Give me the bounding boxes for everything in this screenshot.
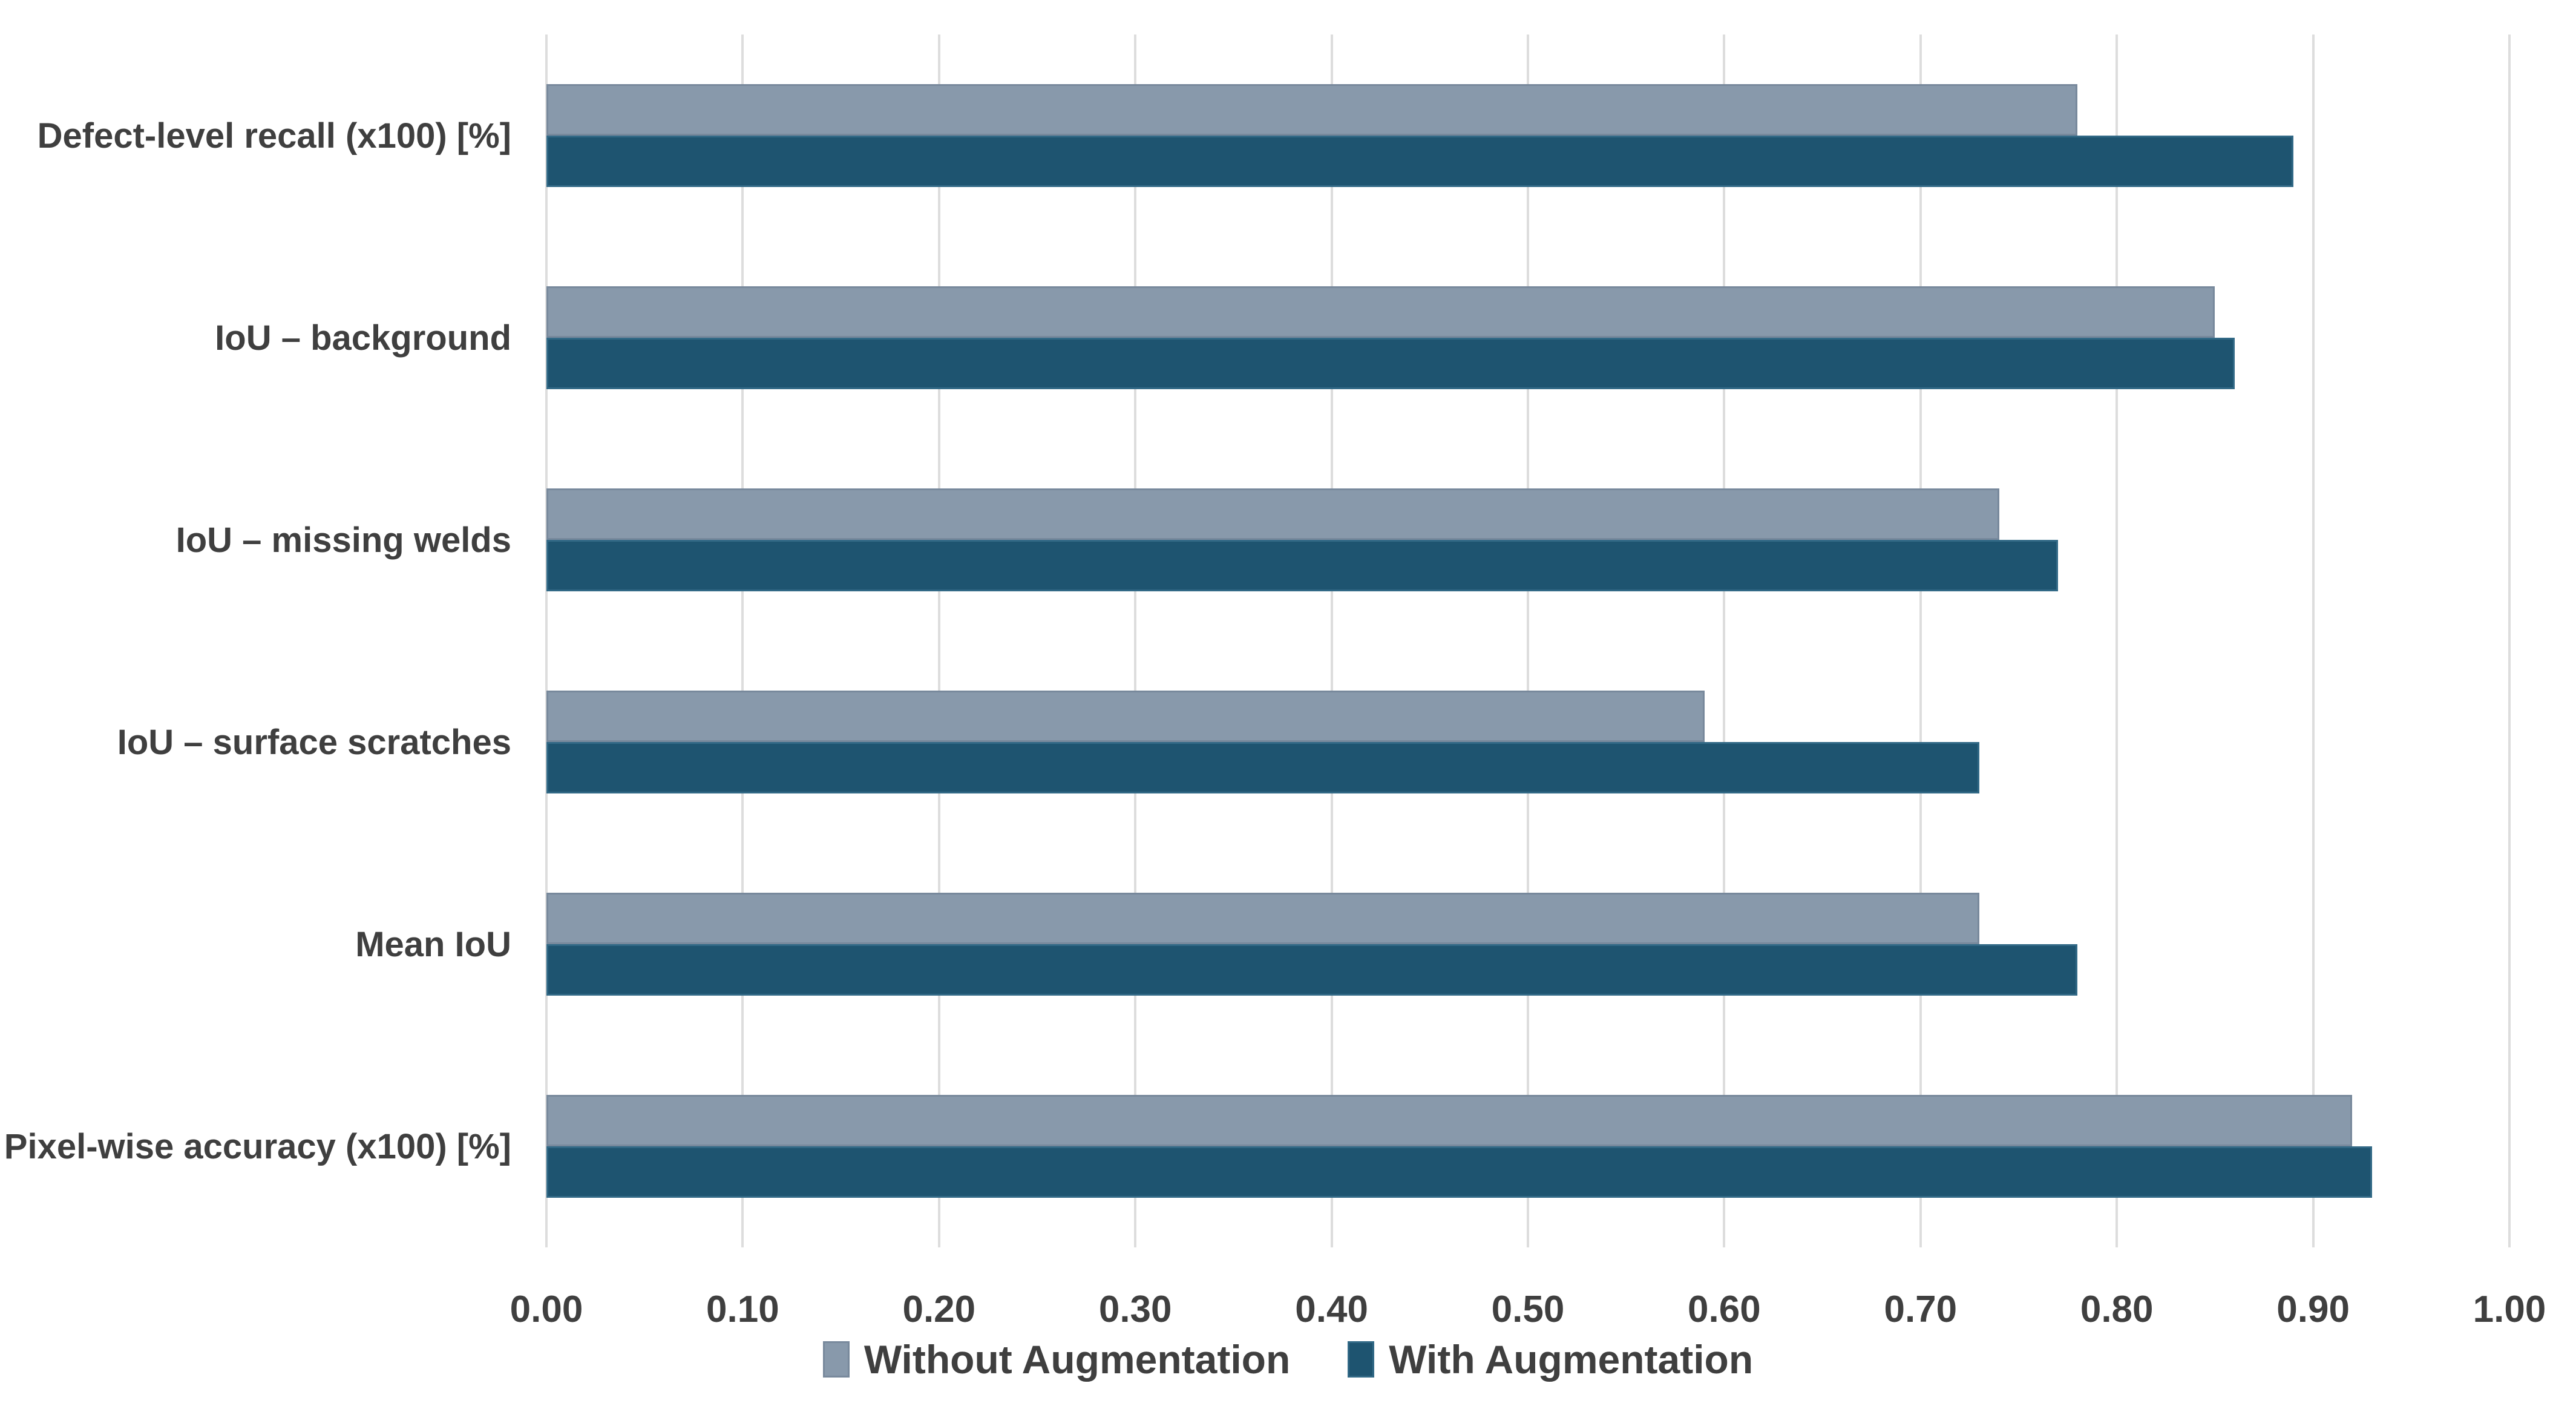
x-tick-label-9: 0.90: [2276, 1289, 2350, 1330]
bar-with-augmentation-3: [546, 742, 1980, 793]
legend-item-without-augmentation: Without Augmentation: [822, 1336, 1291, 1382]
category-label-5: Pixel-wise accuracy (x100) [%]: [4, 1126, 511, 1166]
bar-with-augmentation-5: [546, 1146, 2372, 1198]
bar-without-augmentation-0: [546, 84, 2078, 136]
gridline-0.00: [545, 34, 548, 1247]
legend-item-with-augmentation: With Augmentation: [1348, 1336, 1753, 1382]
legend-label-1: With Augmentation: [1389, 1337, 1754, 1382]
x-tick-label-4: 0.40: [1295, 1289, 1368, 1330]
gridline-0.60: [1723, 34, 1726, 1247]
category-label-3: IoU – surface scratches: [117, 722, 511, 762]
bar-group-4: [546, 843, 2509, 1045]
gridline-0.80: [2116, 34, 2119, 1247]
x-tick-label-5: 0.50: [1491, 1289, 1565, 1330]
gridline-0.90: [2312, 34, 2315, 1247]
x-tick-label-3: 0.30: [1098, 1289, 1172, 1330]
x-tick-label-2: 0.20: [902, 1289, 976, 1330]
bar-without-augmentation-2: [546, 488, 1999, 540]
category-axis: Defect-level recall (x100) [%] IoU – back…: [0, 34, 511, 1247]
legend-swatch-icon-0: [822, 1341, 850, 1378]
x-tick-label-6: 0.60: [1688, 1289, 1761, 1330]
bar-group-2: [546, 439, 2509, 641]
bar-without-augmentation-1: [546, 286, 2215, 338]
x-tick-label-0: 0.00: [510, 1289, 583, 1330]
bar-group-1: [546, 237, 2509, 439]
bar-without-augmentation-3: [546, 691, 1705, 742]
bar-group-0: [546, 34, 2509, 237]
plot-area: [545, 34, 2511, 1247]
x-tick-label-1: 0.10: [706, 1289, 779, 1330]
legend: Without Augmentation With Augmentation: [0, 1336, 2576, 1382]
bar-with-augmentation-2: [546, 540, 2058, 591]
bar-group-5: [546, 1045, 2509, 1247]
bar-with-augmentation-1: [546, 338, 2235, 389]
bar-with-augmentation-0: [546, 136, 2294, 187]
bar-without-augmentation-4: [546, 893, 1980, 944]
gridline-0.20: [937, 34, 940, 1247]
category-label-2: IoU – missing welds: [175, 520, 511, 560]
legend-swatch-icon-1: [1348, 1341, 1375, 1378]
gridline-0.40: [1330, 34, 1333, 1247]
category-label-1: IoU – background: [215, 318, 511, 358]
legend-label-0: Without Augmentation: [864, 1337, 1291, 1382]
x-tick-label-10: 1.00: [2473, 1289, 2546, 1330]
x-axis: 0.00 0.10 0.20 0.30 0.40 0.50 0.60 0.70 0.80 0.90…: [510, 1288, 2546, 1342]
gridline-1.00: [2508, 34, 2511, 1247]
gridline-0.30: [1134, 34, 1137, 1247]
bar-without-augmentation-5: [546, 1095, 2353, 1146]
category-label-4: Mean IoU: [355, 924, 511, 964]
gridline-0.70: [1919, 34, 1922, 1247]
bar-group-3: [546, 641, 2509, 843]
category-label-0: Defect-level recall (x100) [%]: [37, 116, 511, 156]
gridline-0.10: [741, 34, 744, 1247]
x-tick-label-8: 0.80: [2080, 1289, 2154, 1330]
x-tick-label-7: 0.70: [1884, 1289, 1958, 1330]
gridline-0.50: [1527, 34, 1529, 1247]
bar-with-augmentation-4: [546, 944, 2078, 996]
